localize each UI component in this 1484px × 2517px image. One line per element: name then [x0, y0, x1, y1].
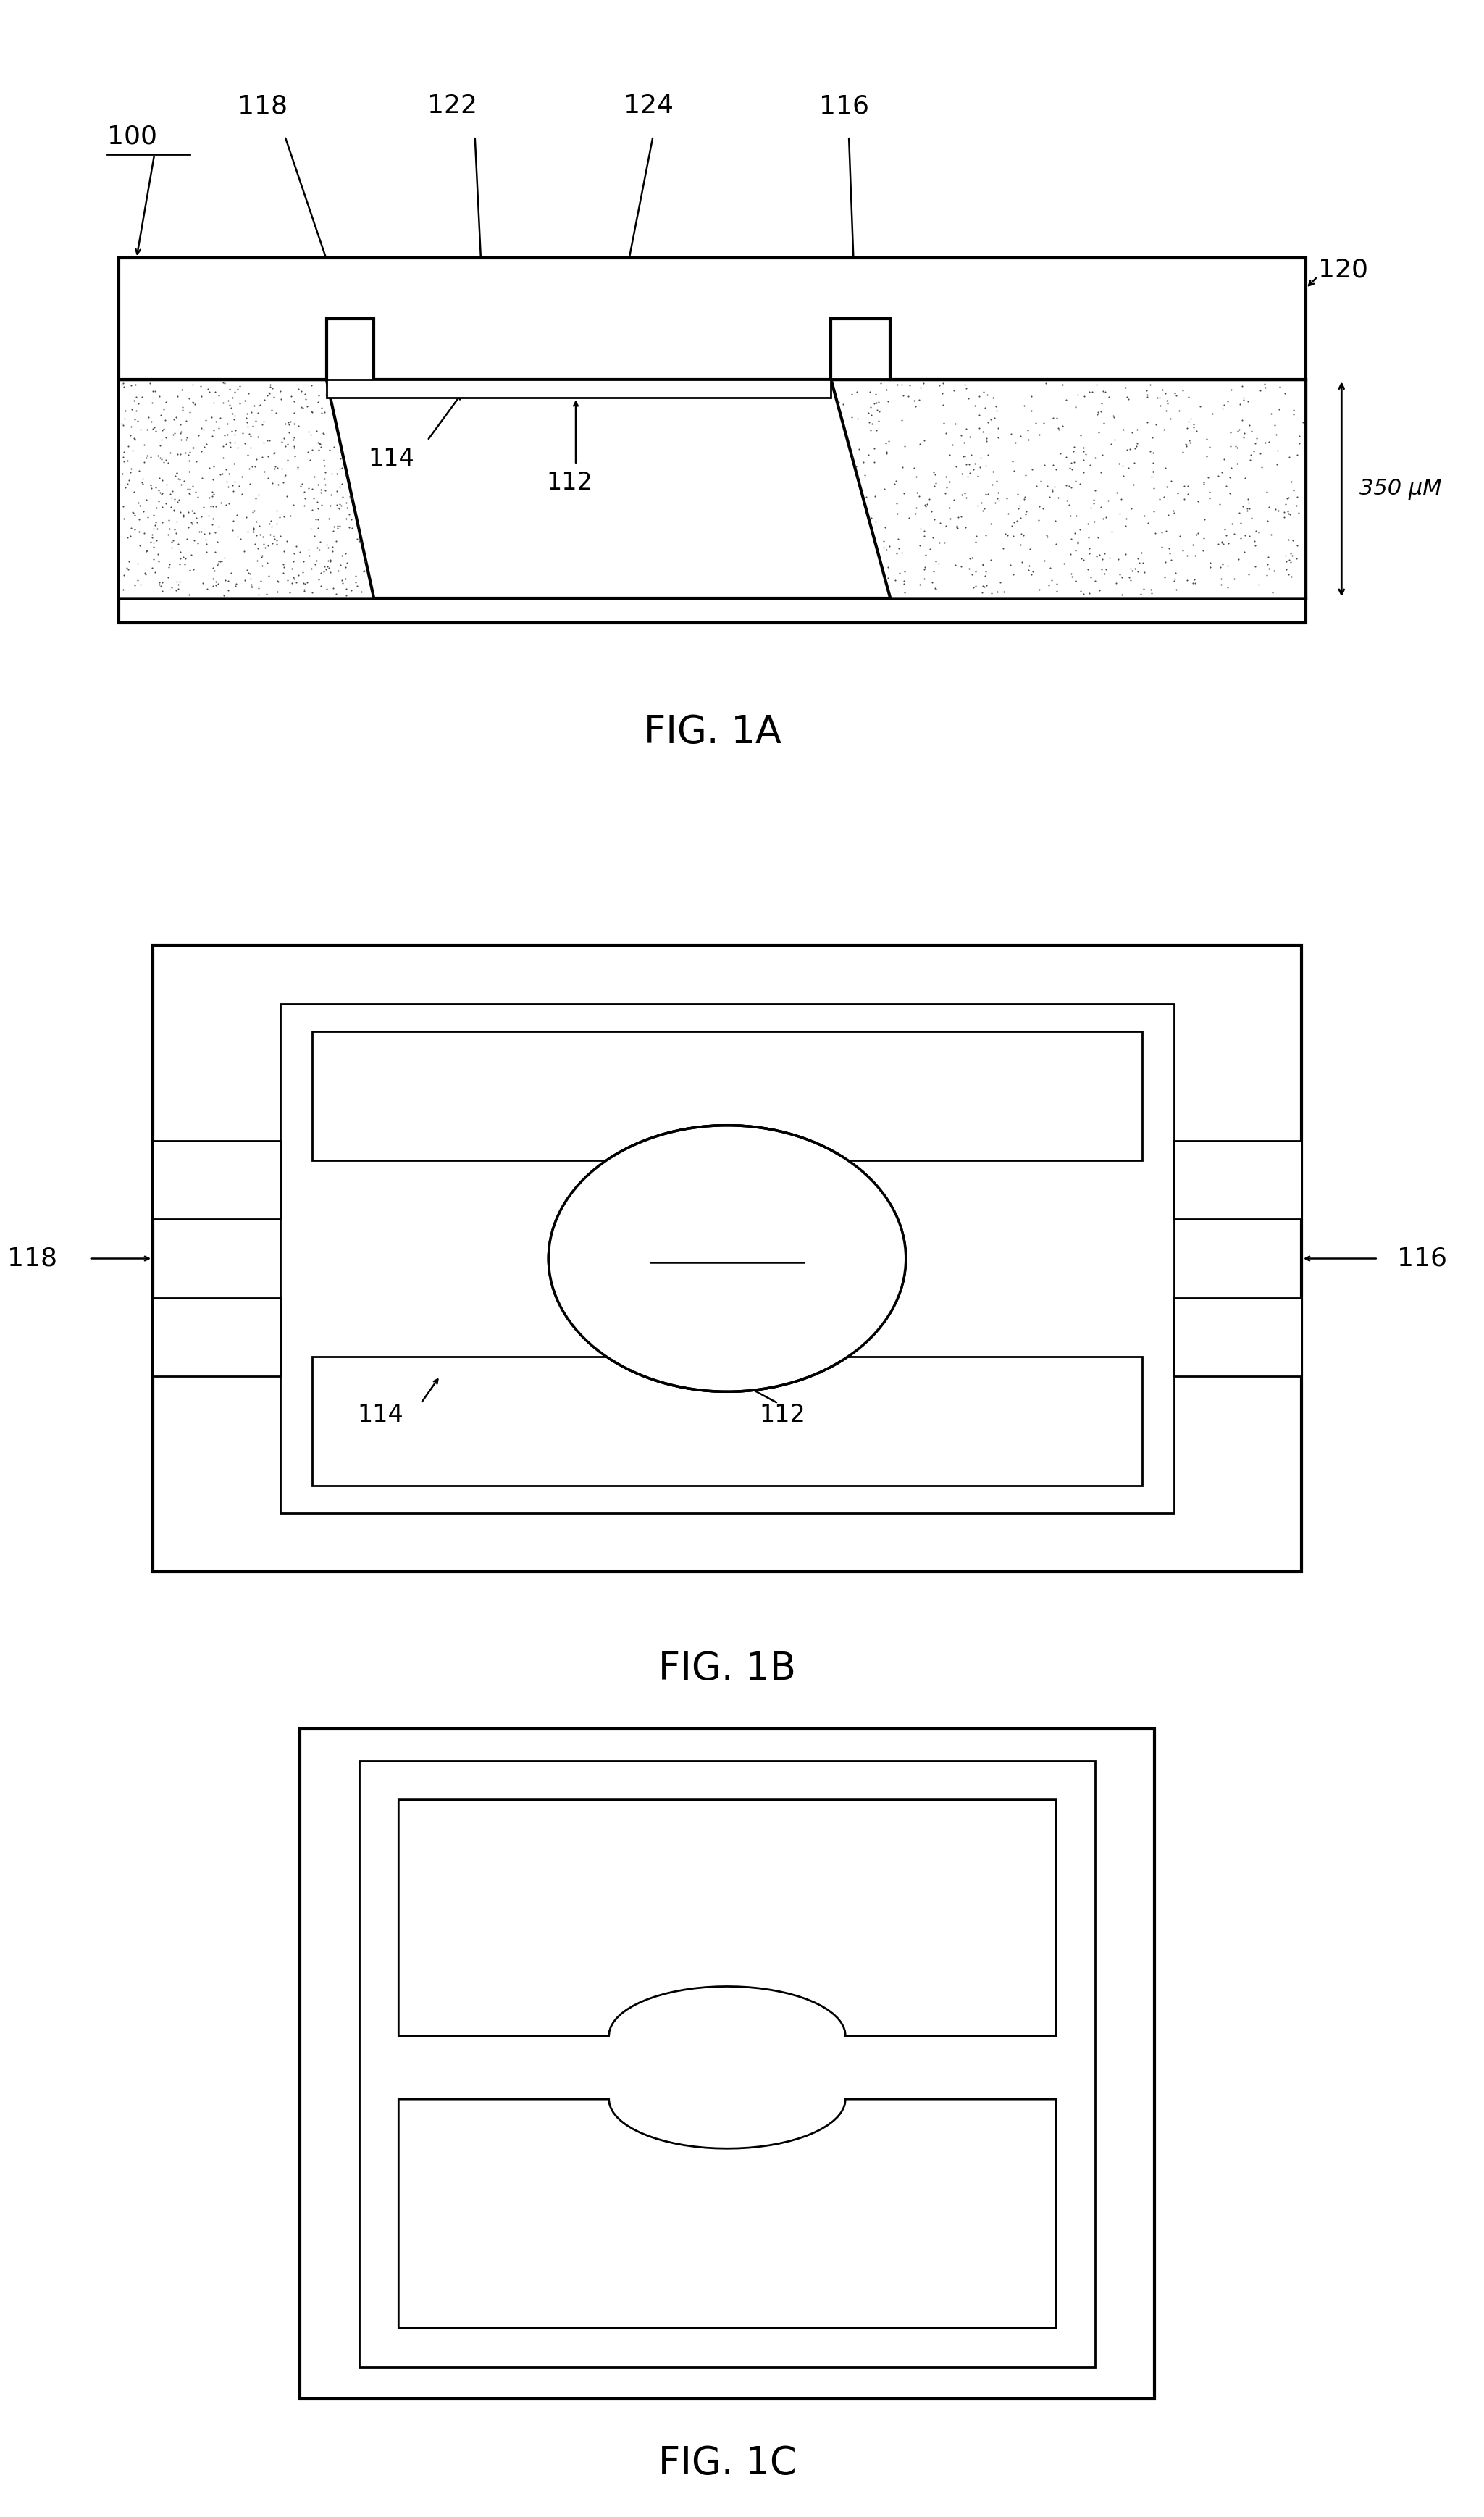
Polygon shape [359, 1762, 1095, 2366]
Polygon shape [326, 380, 831, 398]
Text: 100: 100 [107, 123, 157, 149]
Polygon shape [119, 599, 1306, 624]
Text: 116: 116 [1398, 1246, 1447, 1271]
Text: 118: 118 [7, 1246, 58, 1271]
Polygon shape [1174, 1140, 1301, 1218]
Polygon shape [153, 1299, 280, 1377]
Polygon shape [399, 2099, 1055, 2328]
Polygon shape [399, 1800, 1055, 2036]
Text: 114: 114 [358, 1402, 404, 1427]
Ellipse shape [549, 1125, 905, 1392]
Text: 112: 112 [758, 1402, 806, 1427]
Text: FIG. 1B: FIG. 1B [659, 1651, 795, 1689]
Text: 116: 116 [819, 93, 870, 118]
Polygon shape [280, 1004, 1174, 1513]
Polygon shape [1174, 1299, 1301, 1377]
Polygon shape [312, 1357, 1143, 1485]
Polygon shape [831, 380, 1306, 599]
Text: 118: 118 [237, 93, 288, 118]
Polygon shape [153, 946, 1301, 1571]
Text: 112: 112 [546, 471, 592, 496]
Polygon shape [312, 1032, 1143, 1160]
Text: 114: 114 [368, 448, 414, 471]
Polygon shape [119, 380, 374, 599]
Text: 120: 120 [1318, 257, 1368, 282]
Polygon shape [153, 1140, 280, 1218]
Text: 350 μM: 350 μM [1359, 478, 1441, 501]
Polygon shape [119, 259, 1306, 380]
Polygon shape [300, 1729, 1155, 2399]
Text: FIG. 1A: FIG. 1A [644, 715, 781, 750]
Ellipse shape [549, 1125, 905, 1392]
Text: 122: 122 [427, 93, 478, 118]
Text: FIG. 1C: FIG. 1C [657, 2444, 797, 2482]
Text: 124: 124 [703, 1238, 751, 1264]
Text: 124: 124 [623, 93, 674, 118]
